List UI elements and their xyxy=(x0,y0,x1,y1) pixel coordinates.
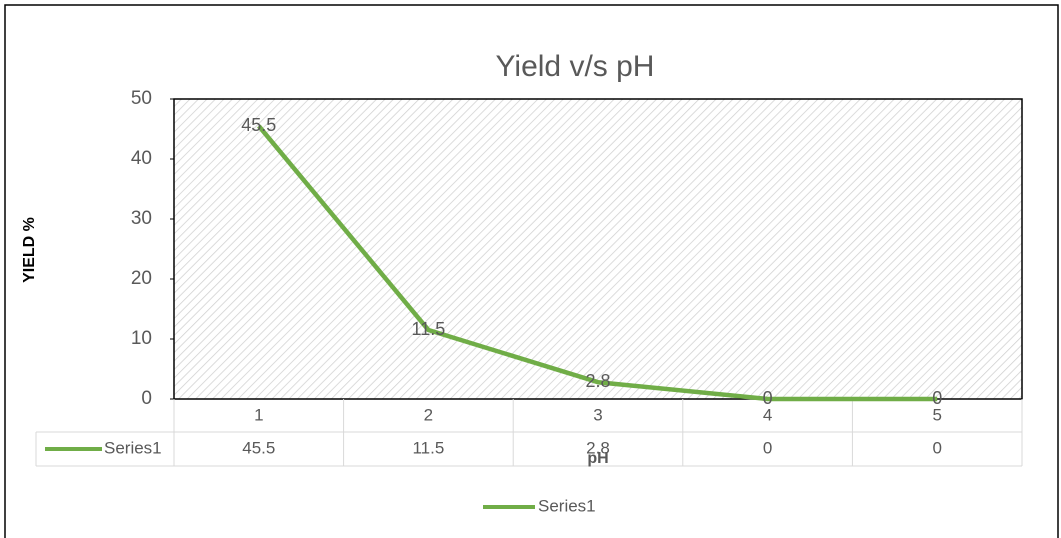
x-tick-label: 1 xyxy=(254,405,263,424)
x-axis-label: pH xyxy=(587,450,608,467)
table-value: 11.5 xyxy=(412,438,444,457)
y-axis-label: YIELD % xyxy=(21,217,38,283)
y-tick-label: 50 xyxy=(131,88,152,109)
table-value: 45.5 xyxy=(242,438,275,457)
table-value: 2.8 xyxy=(586,438,610,457)
data-label: 2.8 xyxy=(585,371,610,391)
data-label: 11.5 xyxy=(412,319,446,339)
legend-label: Series1 xyxy=(538,496,596,515)
y-tick-label: 0 xyxy=(141,388,152,409)
data-label: 45.5 xyxy=(241,115,276,135)
x-tick-label: 5 xyxy=(932,405,941,424)
y-tick-label: 10 xyxy=(131,328,152,349)
y-tick-label: 40 xyxy=(131,148,152,169)
y-tick-label: 20 xyxy=(131,268,152,289)
y-tick-label: 30 xyxy=(131,208,152,229)
table-series-name: Series1 xyxy=(104,438,162,457)
data-label: 0 xyxy=(763,388,773,408)
chart-title: Yield v/s pH xyxy=(496,50,655,83)
x-tick-label: 3 xyxy=(593,405,602,424)
x-tick-label: 2 xyxy=(424,405,433,424)
table-value: 0 xyxy=(932,438,941,457)
series-line xyxy=(257,124,938,402)
table-value: 0 xyxy=(763,438,772,457)
data-label: 0 xyxy=(932,388,942,408)
x-tick-label: 4 xyxy=(763,405,772,424)
plot-area xyxy=(173,98,1023,400)
